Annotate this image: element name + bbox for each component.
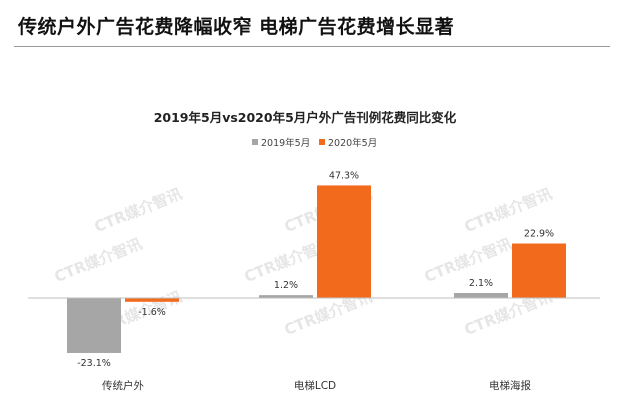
title-divider (14, 46, 610, 47)
data-label-0-0: -23.1% (77, 358, 111, 369)
data-label-1-0: -1.6% (138, 307, 166, 318)
data-label-0-2: 2.1% (469, 278, 493, 289)
legend-swatch-1 (319, 139, 325, 145)
data-label-1-1: 47.3% (329, 170, 359, 181)
data-labels: -23.1% -1.6% 1.2% 47.3% 2.1% 22.9% (77, 170, 554, 369)
legend-label-0: 2019年5月 (261, 137, 310, 149)
bar-0-2 (454, 293, 508, 298)
bar-1-0 (125, 298, 179, 302)
watermark-text: CTR媒介智讯 (92, 185, 185, 236)
page-title: 传统户外广告花费降幅收窄 电梯广告花费增长显著 (18, 16, 455, 38)
category-label-2: 电梯海报 (489, 379, 531, 392)
bar-1-1 (317, 185, 371, 298)
legend-swatch-0 (252, 139, 258, 145)
category-label-0: 传统户外 (102, 379, 144, 392)
legend: 2019年5月 2020年5月 (252, 137, 377, 149)
category-label-1: 电梯LCD (294, 379, 336, 392)
data-label-0-1: 1.2% (274, 280, 298, 291)
watermark-text: CTR媒介智讯 (52, 235, 145, 286)
data-label-1-2: 22.9% (524, 228, 554, 239)
category-labels: 传统户外 电梯LCD 电梯海报 (102, 379, 531, 392)
bar-1-2 (512, 243, 566, 298)
bar-0-1 (259, 295, 313, 298)
bars-group (67, 185, 566, 353)
bar-0-0 (67, 298, 121, 353)
chart-title: 2019年5月vs2020年5月户外广告刊例花费同比变化 (154, 110, 457, 125)
legend-label-1: 2020年5月 (328, 137, 377, 149)
